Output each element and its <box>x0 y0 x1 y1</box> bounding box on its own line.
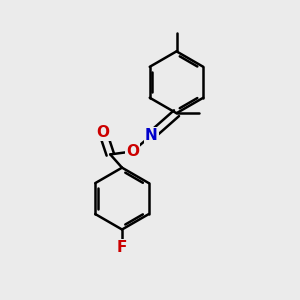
Text: O: O <box>96 125 110 140</box>
Text: O: O <box>126 144 139 159</box>
Text: F: F <box>117 240 127 255</box>
Text: N: N <box>145 128 158 143</box>
